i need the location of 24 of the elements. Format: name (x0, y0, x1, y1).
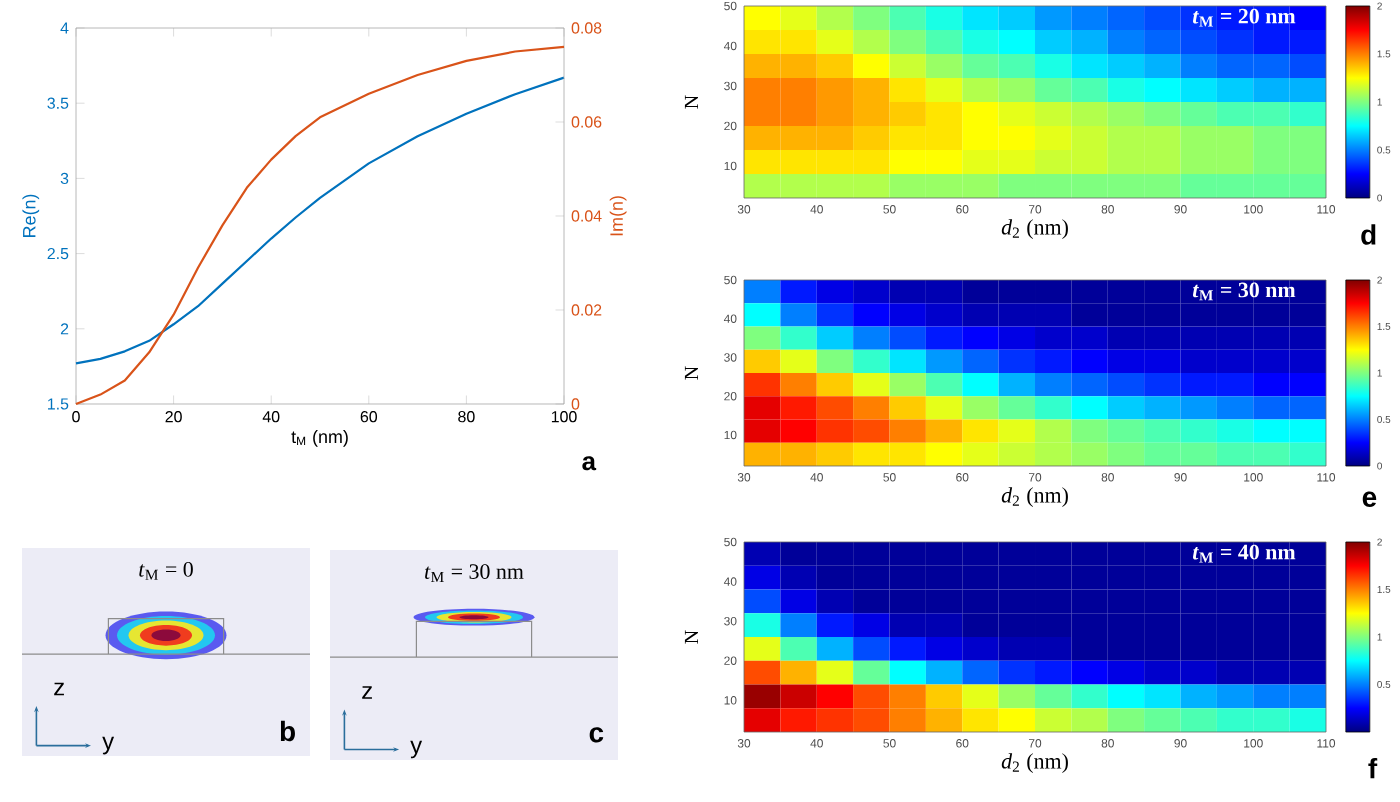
x-axis-title: d$_{2}$ (nm) (1001, 753, 1068, 774)
text: f (1368, 758, 1378, 779)
text: a (582, 456, 597, 471)
y-axis-title: N (684, 95, 698, 109)
chart-title: t$_{M}$ = 40 nm (1192, 544, 1296, 563)
text: y (410, 740, 423, 759)
text: c (589, 727, 604, 743)
y-axis-title: N (684, 366, 698, 380)
x-axis-title: d$_{2}$ (nm) (1001, 219, 1068, 240)
chart-title: t$_{M}$ = 20 nm (1192, 8, 1296, 27)
text: z (54, 682, 64, 696)
y2-axis-title: Im(n) (609, 196, 627, 236)
text: e (1362, 491, 1377, 507)
y-axis-title: N (684, 630, 698, 644)
x-axis-title: d$_{2}$ (nm) (1001, 487, 1068, 508)
text: t$_{M}$ = 0 (139, 561, 193, 580)
x-axis-title: t$_{M}$ (nm) (291, 430, 348, 447)
text: d (1361, 224, 1376, 245)
text: t$_{M}$ = 30 nm (425, 564, 524, 583)
text: y (102, 736, 115, 755)
y-axis-title: Re(n) (22, 194, 40, 237)
text: b (280, 720, 295, 742)
text: z (362, 686, 372, 699)
chart-title: t$_{M}$ = 30 nm (1192, 282, 1296, 301)
